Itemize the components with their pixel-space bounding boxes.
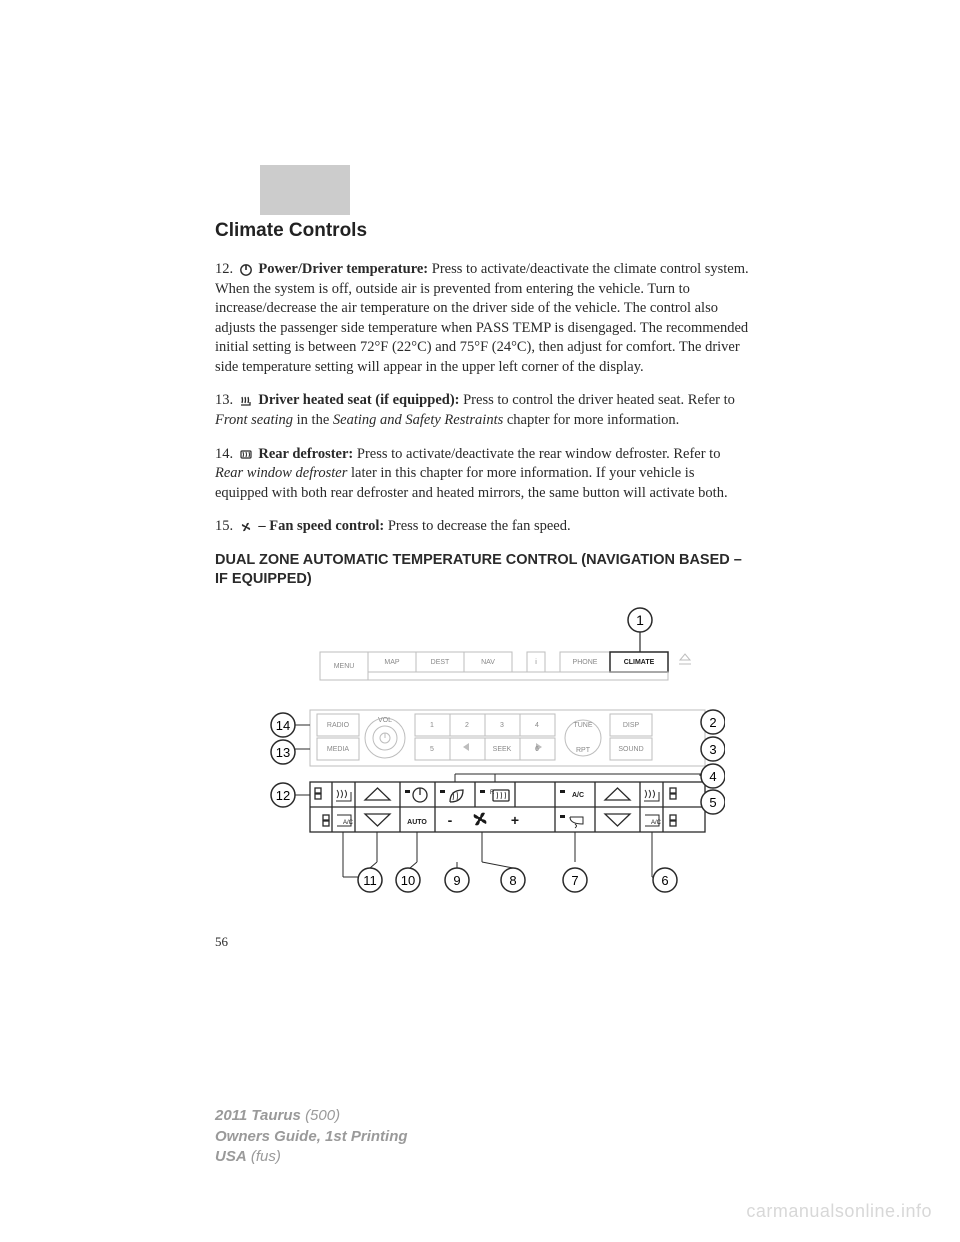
item-13-i1: Front seating bbox=[215, 412, 293, 428]
item-14-num: 14. bbox=[215, 446, 233, 462]
fan-icon bbox=[239, 520, 253, 534]
svg-text:A/C: A/C bbox=[572, 792, 584, 799]
co-1: 1 bbox=[636, 612, 644, 628]
svg-text:9: 9 bbox=[453, 873, 460, 888]
item-14: 14. Rear defroster: Press to activate/de… bbox=[215, 445, 750, 504]
item-12-body: Press to activate/deactivate the climate… bbox=[215, 261, 749, 375]
svg-text:4: 4 bbox=[535, 722, 539, 729]
item-15-num: 15. bbox=[215, 518, 233, 534]
item-13: 13. Driver heated seat (if equipped): Pr… bbox=[215, 391, 750, 430]
item-15-title: – Fan speed control: bbox=[258, 518, 384, 534]
item-14-i: Rear window defroster bbox=[215, 465, 347, 481]
svg-text:1: 1 bbox=[430, 722, 434, 729]
subheading: DUAL ZONE AUTOMATIC TEMPERATURE CONTROL … bbox=[215, 551, 750, 590]
page-content: Climate Controls 12. Power/Driver temper… bbox=[0, 0, 960, 950]
item-12: 12. Power/Driver temperature: Press to a… bbox=[215, 260, 750, 377]
svg-text:3: 3 bbox=[500, 722, 504, 729]
svg-text:AUTO: AUTO bbox=[407, 819, 427, 826]
svg-text:SEEK: SEEK bbox=[493, 746, 512, 753]
svg-text:MEDIA: MEDIA bbox=[327, 746, 350, 753]
svg-text:5: 5 bbox=[709, 795, 716, 810]
item-12-num: 12. bbox=[215, 261, 233, 277]
item-14-a: Press to activate/deactivate the rear wi… bbox=[357, 446, 721, 462]
svg-text:8: 8 bbox=[509, 873, 516, 888]
svg-text:-: - bbox=[448, 812, 453, 828]
svg-text:SOUND: SOUND bbox=[618, 746, 643, 753]
svg-text:DISP: DISP bbox=[623, 722, 640, 729]
svg-text:5: 5 bbox=[430, 746, 434, 753]
item-15: 15. – Fan speed control: Press to decrea… bbox=[215, 517, 750, 537]
svg-text:NAV: NAV bbox=[481, 659, 495, 666]
item-13-num: 13. bbox=[215, 392, 233, 408]
svg-text:2: 2 bbox=[465, 722, 469, 729]
svg-text:RPT: RPT bbox=[576, 747, 591, 754]
footer-fus: (fus) bbox=[251, 1148, 281, 1165]
footer-region: USA bbox=[215, 1148, 247, 1165]
svg-text:2: 2 bbox=[709, 715, 716, 730]
svg-text:VOL: VOL bbox=[378, 717, 392, 724]
svg-text:4: 4 bbox=[709, 769, 716, 784]
svg-text:3: 3 bbox=[709, 742, 716, 757]
svg-text:MENU: MENU bbox=[334, 663, 355, 670]
svg-text:+: + bbox=[511, 812, 519, 828]
section-title: Climate Controls bbox=[215, 220, 750, 242]
svg-text:11: 11 bbox=[363, 873, 377, 888]
svg-text:PHONE: PHONE bbox=[573, 659, 598, 666]
footer: 2011 Taurus (500) Owners Guide, 1st Prin… bbox=[215, 1106, 408, 1167]
svg-text:i: i bbox=[535, 659, 537, 666]
footer-guide: Owners Guide, 1st Printing bbox=[215, 1127, 408, 1147]
svg-text:A/C: A/C bbox=[343, 820, 354, 826]
climate-diagram: 1 MENU MAP DEST NAV i PHONE CLIMATE RADI… bbox=[265, 602, 750, 912]
svg-text:CLIMATE: CLIMATE bbox=[624, 659, 655, 666]
item-15-body: Press to decrease the fan speed. bbox=[388, 518, 571, 534]
footer-model: 2011 Taurus bbox=[215, 1107, 301, 1124]
item-13-i2: Seating and Safety Restraints bbox=[333, 412, 503, 428]
svg-text:DEST: DEST bbox=[431, 659, 450, 666]
heated-seat-icon bbox=[239, 394, 253, 408]
item-14-title: Rear defroster: bbox=[258, 446, 353, 462]
item-13-b: in the bbox=[293, 412, 333, 428]
svg-text:RADIO: RADIO bbox=[327, 722, 350, 729]
svg-text:TUNE: TUNE bbox=[573, 722, 592, 729]
power-icon bbox=[239, 263, 253, 277]
nav-row: MENU MAP DEST NAV i PHONE CLIMATE bbox=[320, 652, 691, 680]
item-13-a: Press to control the driver heated seat.… bbox=[463, 392, 735, 408]
svg-text:10: 10 bbox=[401, 873, 415, 888]
item-12-title: Power/Driver temperature: bbox=[258, 261, 428, 277]
svg-text:6: 6 bbox=[535, 746, 539, 753]
svg-text:12: 12 bbox=[276, 788, 290, 803]
item-13-title: Driver heated seat (if equipped): bbox=[258, 392, 459, 408]
item-13-c: chapter for more information. bbox=[503, 412, 679, 428]
watermark: carmanualsonline.info bbox=[746, 1201, 932, 1222]
svg-text:A/C: A/C bbox=[651, 820, 662, 826]
footer-code: (500) bbox=[305, 1107, 340, 1124]
svg-text:14: 14 bbox=[276, 718, 290, 733]
svg-text:6: 6 bbox=[661, 873, 668, 888]
svg-text:13: 13 bbox=[276, 745, 290, 760]
svg-text:7: 7 bbox=[571, 873, 578, 888]
rear-defrost-icon bbox=[239, 447, 253, 461]
svg-text:MAP: MAP bbox=[384, 659, 400, 666]
page-number: 56 bbox=[215, 934, 750, 950]
